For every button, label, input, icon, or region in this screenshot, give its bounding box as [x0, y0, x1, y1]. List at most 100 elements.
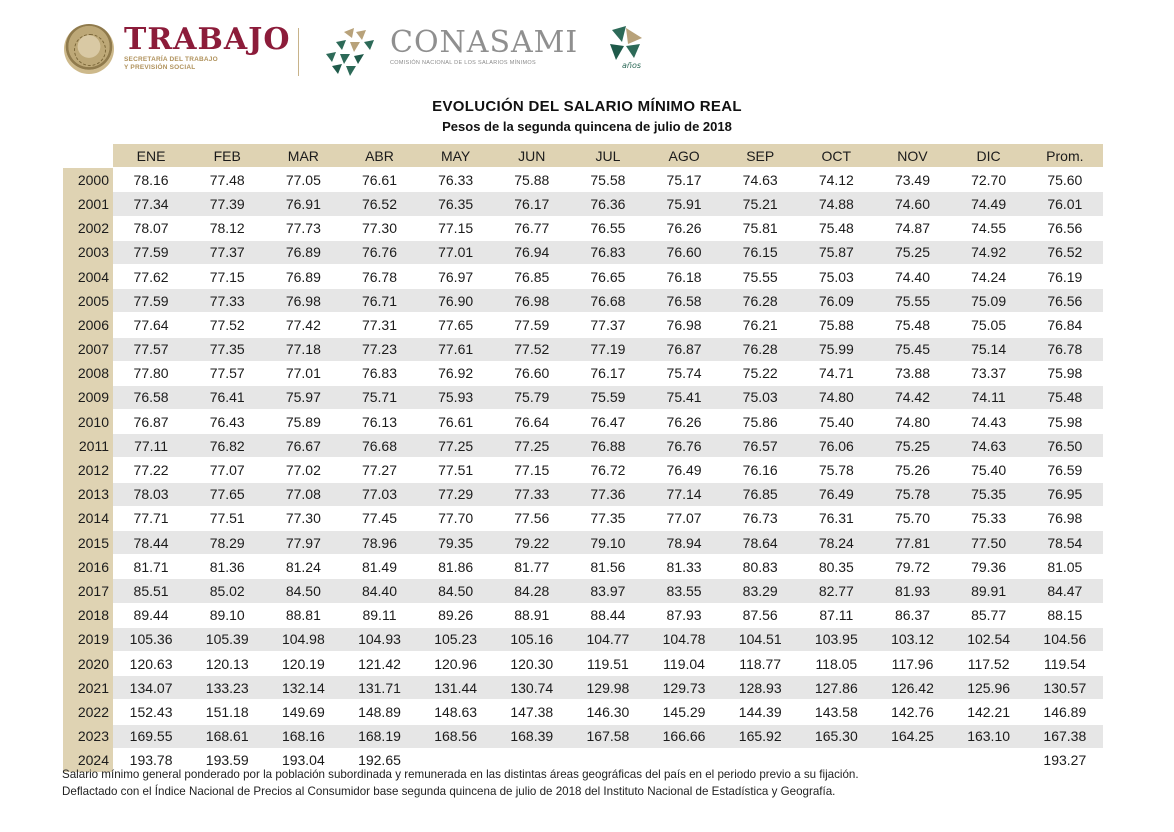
- value-cell: 75.98: [1026, 360, 1103, 386]
- value-cell: 76.49: [798, 481, 875, 507]
- value-cell: 119.04: [645, 650, 723, 676]
- value-cell: 77.37: [569, 312, 646, 337]
- value-cell: 104.77: [569, 626, 646, 652]
- value-cell: 76.64: [493, 409, 570, 434]
- value-cell: 76.84: [1026, 312, 1103, 337]
- value-cell: 78.24: [798, 529, 875, 555]
- value-cell: 78.03: [113, 481, 190, 507]
- value-cell: 78.16: [113, 167, 190, 192]
- value-cell: 103.95: [798, 626, 875, 652]
- value-cell: 75.17: [645, 167, 723, 192]
- value-cell: 77.71: [113, 505, 190, 531]
- value-cell: 168.19: [341, 723, 418, 749]
- value-cell: 74.42: [874, 384, 951, 410]
- value-cell: 76.88: [569, 433, 646, 458]
- value-cell: 120.96: [417, 650, 494, 676]
- value-cell: 168.39: [493, 723, 570, 749]
- value-cell: 76.73: [722, 505, 799, 531]
- value-cell: 76.98: [1026, 505, 1103, 531]
- conasami-logo-word: CONASAMI: [390, 25, 579, 60]
- table-row: 2024 193.78 193.59 193.04 192.65 193.27: [63, 747, 1103, 772]
- year-cell: 2006: [63, 312, 113, 337]
- value-cell: 79.36: [950, 554, 1027, 579]
- value-cell: 76.77: [493, 215, 570, 241]
- table-title: EVOLUCIÓN DEL SALARIO MÍNIMO REAL: [432, 98, 742, 115]
- value-cell: [950, 747, 1027, 772]
- table-row: 2018 89.44 89.10 88.81 89.11 89.26 88.91 88.44 8…: [63, 602, 1103, 628]
- footnotes: Salario mínimo general ponderado por la …: [62, 766, 1162, 800]
- value-cell: 77.07: [189, 457, 266, 483]
- value-cell: 76.58: [113, 384, 190, 410]
- year-cell: 2020: [63, 651, 113, 676]
- value-cell: 74.12: [798, 167, 875, 192]
- value-cell: 77.25: [417, 433, 494, 458]
- value-cell: 77.34: [113, 191, 190, 217]
- value-cell: 77.65: [417, 312, 494, 337]
- value-cell: 167.38: [1026, 723, 1103, 749]
- column-header: ENE: [113, 144, 190, 168]
- value-cell: 75.78: [798, 457, 875, 483]
- value-cell: 78.64: [722, 529, 799, 555]
- value-cell: 77.59: [113, 288, 190, 313]
- value-cell: 76.68: [341, 433, 418, 458]
- value-cell: 85.02: [189, 578, 266, 604]
- value-cell: 164.25: [874, 723, 951, 749]
- value-cell: 125.96: [950, 675, 1027, 700]
- table-row: 2017 85.51 85.02 84.50 84.40 84.50 84.28 83.97 8…: [63, 578, 1103, 604]
- value-cell: 105.23: [417, 626, 494, 652]
- value-cell: 88.15: [1026, 602, 1103, 628]
- value-cell: 75.45: [874, 336, 951, 362]
- year-cell: 2002: [63, 216, 113, 241]
- value-cell: 76.89: [265, 239, 342, 265]
- value-cell: 75.60: [1026, 167, 1103, 192]
- value-cell: 151.18: [189, 699, 266, 724]
- value-cell: 75.09: [950, 288, 1027, 313]
- value-cell: 87.11: [798, 602, 875, 628]
- column-header: FEB: [189, 144, 266, 168]
- value-cell: 169.55: [113, 723, 190, 749]
- value-cell: 83.97: [569, 578, 646, 604]
- value-cell: 79.72: [874, 554, 951, 579]
- year-cell: 2018: [63, 603, 113, 628]
- value-cell: 76.55: [569, 215, 646, 241]
- value-cell: 77.11: [113, 433, 190, 458]
- value-cell: 76.60: [493, 360, 570, 386]
- value-cell: 76.59: [1026, 457, 1103, 483]
- table-row: 2019 105.36 105.39 104.98 104.93 105.23 105.16…: [63, 626, 1103, 652]
- value-cell: 145.29: [645, 699, 723, 724]
- value-cell: 76.87: [113, 409, 190, 434]
- value-cell: 167.58: [569, 723, 646, 749]
- value-cell: 74.80: [798, 384, 875, 410]
- value-cell: 77.36: [569, 481, 646, 507]
- value-cell: 193.04: [265, 747, 342, 772]
- value-cell: 132.14: [265, 675, 342, 700]
- value-cell: 78.12: [189, 215, 266, 241]
- value-cell: 78.44: [113, 529, 190, 555]
- value-cell: 74.80: [874, 409, 951, 434]
- value-cell: 76.57: [722, 433, 799, 458]
- value-cell: 75.03: [798, 263, 875, 289]
- value-cell: 74.55: [950, 215, 1027, 241]
- value-cell: 75.35: [950, 481, 1027, 507]
- table-row: 2022 152.43 151.18 149.69 148.89 148.63 147.38…: [63, 699, 1103, 724]
- value-cell: 76.26: [645, 215, 723, 241]
- year-cell: 2005: [63, 288, 113, 313]
- value-cell: 77.35: [569, 505, 646, 531]
- value-cell: 77.22: [113, 457, 190, 483]
- value-cell: 76.52: [341, 191, 418, 217]
- value-cell: 75.40: [798, 409, 875, 434]
- value-cell: 88.44: [569, 602, 646, 628]
- value-cell: 76.68: [569, 288, 646, 313]
- value-cell: 75.26: [874, 457, 951, 483]
- value-cell: 75.79: [493, 384, 570, 410]
- year-cell: 2000: [63, 167, 113, 192]
- table-row: 2000 78.16 77.48 77.05 76.61 76.33 75.88 75.58 7…: [63, 167, 1103, 192]
- table-row: 2012 77.22 77.07 77.02 77.27 77.51 77.15 76.72 7…: [63, 457, 1103, 483]
- value-cell: 76.26: [645, 409, 723, 434]
- value-cell: 74.63: [950, 433, 1027, 458]
- value-cell: 77.33: [189, 288, 266, 313]
- year-cell: 2024: [63, 748, 113, 772]
- value-cell: 134.07: [113, 675, 190, 700]
- value-cell: [493, 747, 570, 772]
- value-cell: 78.94: [645, 529, 723, 555]
